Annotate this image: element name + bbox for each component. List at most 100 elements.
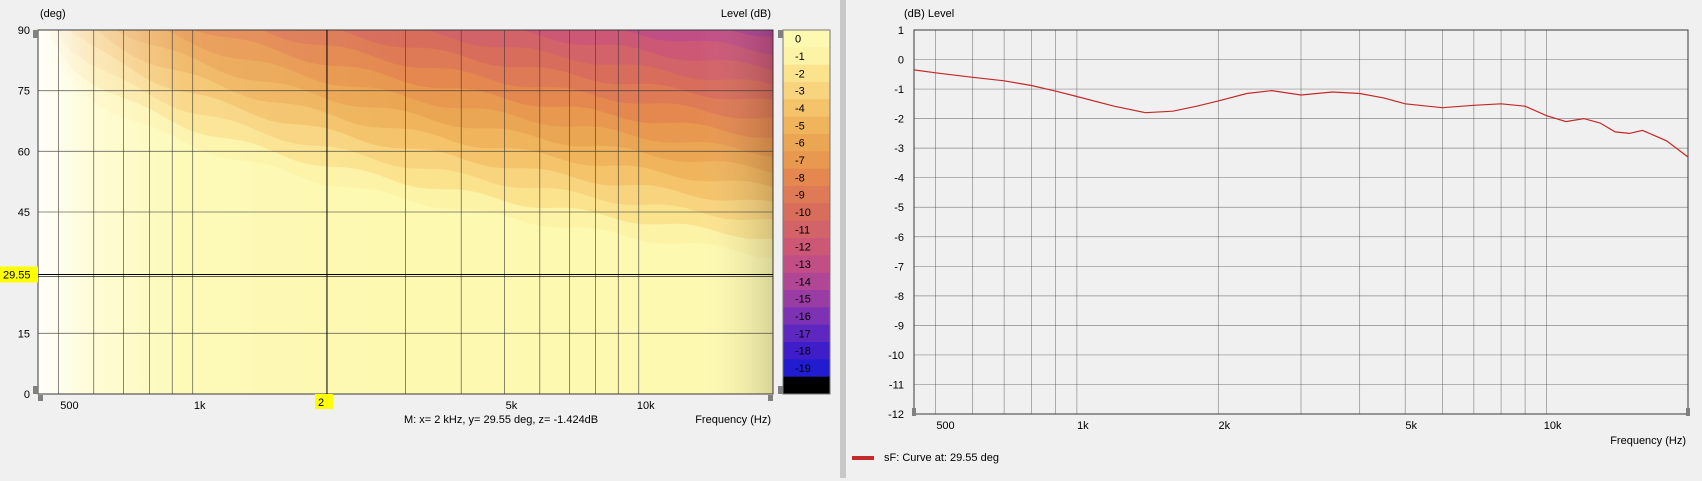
contour-band <box>38 0 773 30</box>
colorbar-swatch <box>783 134 830 152</box>
colorbar-tick-label: -6 <box>795 138 805 150</box>
y-scroll-handle-bottom[interactable] <box>33 386 38 394</box>
colorbar-swatch <box>783 255 830 274</box>
legend[interactable]: sF: Curve at: 29.55 deg <box>852 452 999 464</box>
line-y-unit: (dB) Level <box>904 8 954 20</box>
colorbar-swatch <box>783 203 830 222</box>
contour-y-tick-label: 0 <box>24 389 30 401</box>
colorbar-tick-label: -5 <box>795 120 805 132</box>
colorbar-swatch <box>783 186 830 204</box>
colorbar-swatch <box>783 342 830 360</box>
legend-swatch <box>852 456 874 460</box>
colorbar-swatch <box>783 324 830 343</box>
contour-y-tick-label: 15 <box>18 328 30 340</box>
colorbar-tick-label: -8 <box>795 172 805 184</box>
contour-y-unit: (deg) <box>40 8 66 20</box>
line-x-tick-label: 1k <box>1077 420 1089 432</box>
x-scroll-handle-right[interactable] <box>768 395 773 401</box>
contour-y-tick-label: 45 <box>18 207 30 219</box>
line-y-tick-label: -2 <box>894 114 904 126</box>
line-y-tick-label: -11 <box>889 379 904 391</box>
line-y-tick-label: -6 <box>894 232 904 244</box>
marker-y-badge[interactable] <box>0 266 38 283</box>
contour-chart-pane: 0 -1 -2 -3 -4 -5 -6 -7 -8 -9 -10 -11 -12 -13 -14 -15 -16… <box>0 0 835 478</box>
contour-x-axis-label: Frequency (Hz) <box>695 414 771 426</box>
contour-y-tick-label: 90 <box>18 25 30 37</box>
line-x-handle-left[interactable] <box>912 408 916 416</box>
line-y-tick-label: -10 <box>888 350 904 362</box>
line-y-tick-label: -12 <box>888 409 904 421</box>
colorbar-tick-label: -1 <box>795 51 805 63</box>
line-y-tick-label: -5 <box>894 202 904 214</box>
line-x-tick-label: 2k <box>1218 420 1230 432</box>
y-scroll-handle-top[interactable] <box>33 30 38 38</box>
colorbar-swatch <box>783 220 830 239</box>
colorbar-handle-bottom[interactable] <box>778 386 783 394</box>
colorbar-tick-label: -14 <box>795 276 811 288</box>
contour-x-tick-label: 10k <box>637 400 655 412</box>
series-line <box>913 69 1689 158</box>
colorbar-swatch <box>783 307 830 326</box>
marker-y-label: 29.55 <box>3 269 31 281</box>
line-x-tick-label: 10k <box>1544 420 1562 432</box>
colorbar-swatch <box>783 151 830 170</box>
colorbar-tick-label: -10 <box>795 207 811 219</box>
line-y-tick-label: -7 <box>894 261 904 273</box>
contour-band <box>38 30 773 31</box>
colorbar-swatch <box>783 116 830 135</box>
line-x-axis-label: Frequency (Hz) <box>1610 435 1686 447</box>
line-x-tick-label: 5k <box>1405 420 1417 432</box>
colorbar-tick-label: -13 <box>795 259 811 271</box>
contour-y-tick-label: 60 <box>18 146 30 158</box>
line-y-tick-label: 0 <box>898 55 904 67</box>
colorbar-tick-label: -11 <box>795 224 810 236</box>
colorbar-frame <box>782 29 831 395</box>
legend-label: sF: Curve at: 29.55 deg <box>884 452 999 464</box>
line-y-tick-label: -9 <box>894 320 904 332</box>
colorbar-swatch <box>783 238 830 256</box>
contour-band <box>38 0 773 30</box>
contour-x-tick-label: 5k <box>506 400 518 412</box>
line-y-tick-label: -1 <box>894 84 904 96</box>
colorbar-tick-label: -17 <box>795 328 811 340</box>
line-chart-pane: (dB) Level 1 0 -1 -2 -3 -4 -5 -6 -7 -8 -9 -10 -11 -12 5… <box>846 0 1702 478</box>
x-scroll-handle-left[interactable] <box>38 395 43 401</box>
colorbar-tick-label: -19 <box>795 363 811 375</box>
colorbar-tick-label: 0 <box>795 34 801 46</box>
colorbar-swatch <box>783 272 830 291</box>
colorbar-tick-label: -4 <box>795 103 805 115</box>
contour-x-tick-label: 500 <box>60 400 78 412</box>
line-x-tick-label: 500 <box>936 420 954 432</box>
colorbar-tick-label: -15 <box>795 294 811 306</box>
colorbar-handle-top[interactable] <box>778 30 783 38</box>
colorbar-tick-label: -2 <box>795 68 805 80</box>
contour-y-tick-label: 75 <box>18 86 30 98</box>
colorbar-tick-label: -12 <box>795 242 811 254</box>
line-x-handle-right[interactable] <box>1686 408 1690 416</box>
marker-readout: M: x= 2 kHz, y= 29.55 deg, z= -1.424dB <box>404 414 598 426</box>
contour-band <box>38 0 773 30</box>
pane-splitter[interactable] <box>840 0 846 478</box>
line-y-tick-label: -3 <box>894 143 904 155</box>
colorbar-swatch <box>783 168 830 187</box>
colorbar-swatch <box>783 30 830 48</box>
colorbar-swatch <box>783 82 830 100</box>
colorbar-swatch <box>783 376 830 395</box>
line-y-tick-label: 1 <box>898 25 904 37</box>
contour-band <box>38 0 773 30</box>
colorbar-tick-label: -20 <box>795 380 811 392</box>
line-y-tick-label: -4 <box>894 173 904 185</box>
marker-x-badge[interactable] <box>314 394 333 409</box>
colorbar-swatch <box>783 290 830 308</box>
colorbar-tick-label: -7 <box>795 155 805 167</box>
contour-band <box>38 0 773 30</box>
colorbar-swatch <box>783 64 830 83</box>
colorbar-swatch <box>783 99 830 118</box>
colorbar-swatch <box>783 47 830 66</box>
colorbar-tick-label: -18 <box>795 346 811 358</box>
colorbar-tick-label: -3 <box>795 86 805 98</box>
colorbar-tick-label: -9 <box>795 190 805 202</box>
contour-z-unit: Level (dB) <box>721 8 771 20</box>
colorbar-swatch <box>783 359 830 378</box>
